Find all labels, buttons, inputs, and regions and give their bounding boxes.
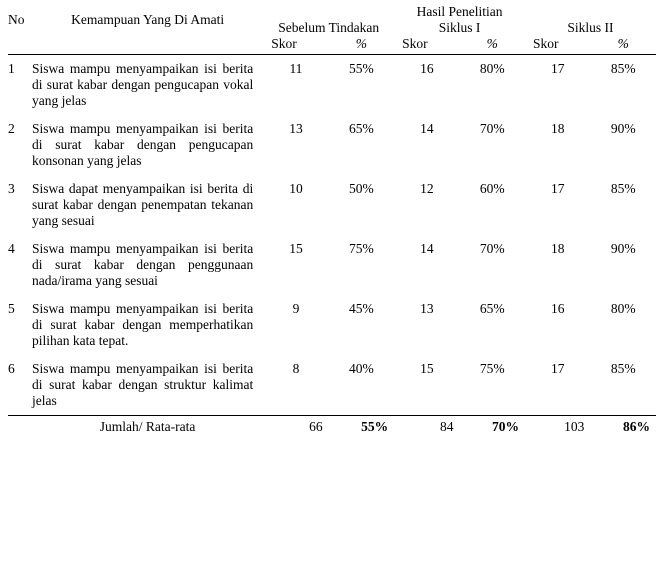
row-no: 2 bbox=[8, 115, 32, 175]
row-b-pct: 45% bbox=[329, 295, 394, 355]
header-skor-1: Skor bbox=[263, 36, 328, 55]
row-desc: Siswa mampu menyampaikan isi berita di s… bbox=[32, 115, 263, 175]
row-s2-skor: 16 bbox=[525, 295, 590, 355]
row-s2-skor: 18 bbox=[525, 115, 590, 175]
row-b-pct: 75% bbox=[329, 235, 394, 295]
row-s2-pct: 90% bbox=[590, 115, 656, 175]
row-b-skor: 11 bbox=[263, 55, 328, 116]
footer-s1-pct: 70% bbox=[460, 416, 525, 439]
header-result-title: Hasil Penelitian bbox=[263, 4, 656, 20]
table-row: 5Siswa mampu menyampaikan isi berita di … bbox=[8, 295, 656, 355]
row-no: 3 bbox=[8, 175, 32, 235]
row-b-skor: 8 bbox=[263, 355, 328, 416]
header-pct-2: % bbox=[460, 36, 525, 55]
row-b-pct: 50% bbox=[329, 175, 394, 235]
row-s2-skor: 17 bbox=[525, 355, 590, 416]
header-s2: Siklus II bbox=[525, 20, 656, 36]
row-b-skor: 13 bbox=[263, 115, 328, 175]
header-before: Sebelum Tindakan bbox=[263, 20, 394, 36]
row-b-skor: 9 bbox=[263, 295, 328, 355]
row-desc: Siswa dapat menyampaikan isi berita di s… bbox=[32, 175, 263, 235]
header-pct-3: % bbox=[590, 36, 656, 55]
header-ability: Kemampuan Yang Di Amati bbox=[32, 4, 263, 36]
row-s2-pct: 85% bbox=[590, 55, 656, 116]
row-s1-skor: 14 bbox=[394, 235, 459, 295]
footer-row: Jumlah/ Rata-rata 66 55% 84 70% 103 86% bbox=[8, 416, 656, 439]
row-s1-pct: 70% bbox=[460, 235, 525, 295]
row-s1-skor: 16 bbox=[394, 55, 459, 116]
row-desc: Siswa mampu menyampaikan isi berita di s… bbox=[32, 235, 263, 295]
table-row: 6Siswa mampu menyampaikan isi berita di … bbox=[8, 355, 656, 416]
header-row-3: Skor % Skor % Skor % bbox=[8, 36, 656, 55]
row-s2-skor: 17 bbox=[525, 55, 590, 116]
table-row: 2Siswa mampu menyampaikan isi berita di … bbox=[8, 115, 656, 175]
row-no: 1 bbox=[8, 55, 32, 116]
row-s1-skor: 12 bbox=[394, 175, 459, 235]
table-row: 1Siswa mampu menyampaikan isi berita di … bbox=[8, 55, 656, 116]
row-s2-pct: 80% bbox=[590, 295, 656, 355]
row-b-pct: 55% bbox=[329, 55, 394, 116]
row-s2-skor: 17 bbox=[525, 175, 590, 235]
row-no: 5 bbox=[8, 295, 32, 355]
row-b-pct: 40% bbox=[329, 355, 394, 416]
row-s1-skor: 14 bbox=[394, 115, 459, 175]
row-s2-pct: 85% bbox=[590, 355, 656, 416]
header-skor-2: Skor bbox=[394, 36, 459, 55]
row-s1-pct: 60% bbox=[460, 175, 525, 235]
row-s2-skor: 18 bbox=[525, 235, 590, 295]
header-row-1: No Kemampuan Yang Di Amati Hasil Penelit… bbox=[8, 4, 656, 20]
footer-label: Jumlah/ Rata-rata bbox=[32, 416, 263, 439]
row-b-pct: 65% bbox=[329, 115, 394, 175]
header-no: No bbox=[8, 4, 32, 36]
row-s1-pct: 70% bbox=[460, 115, 525, 175]
row-no: 4 bbox=[8, 235, 32, 295]
row-s1-skor: 15 bbox=[394, 355, 459, 416]
row-no: 6 bbox=[8, 355, 32, 416]
header-skor-3: Skor bbox=[525, 36, 590, 55]
row-s2-pct: 85% bbox=[590, 175, 656, 235]
row-s2-pct: 90% bbox=[590, 235, 656, 295]
row-s1-pct: 75% bbox=[460, 355, 525, 416]
row-s1-skor: 13 bbox=[394, 295, 459, 355]
research-table: No Kemampuan Yang Di Amati Hasil Penelit… bbox=[8, 4, 656, 438]
row-b-skor: 10 bbox=[263, 175, 328, 235]
footer-s2-skor: 103 bbox=[525, 416, 590, 439]
footer-s2-pct: 86% bbox=[590, 416, 656, 439]
row-desc: Siswa mampu menyampaikan isi berita di s… bbox=[32, 55, 263, 116]
footer-s1-skor: 84 bbox=[394, 416, 459, 439]
table-row: 4Siswa mampu menyampaikan isi berita di … bbox=[8, 235, 656, 295]
row-b-skor: 15 bbox=[263, 235, 328, 295]
table-row: 3Siswa dapat menyampaikan isi berita di … bbox=[8, 175, 656, 235]
row-desc: Siswa mampu menyampaikan isi berita di s… bbox=[32, 295, 263, 355]
footer-b-pct: 55% bbox=[329, 416, 394, 439]
row-s1-pct: 80% bbox=[460, 55, 525, 116]
header-s1: Siklus I bbox=[394, 20, 525, 36]
header-pct-1: % bbox=[329, 36, 394, 55]
row-desc: Siswa mampu menyampaikan isi berita di s… bbox=[32, 355, 263, 416]
footer-b-skor: 66 bbox=[263, 416, 328, 439]
row-s1-pct: 65% bbox=[460, 295, 525, 355]
